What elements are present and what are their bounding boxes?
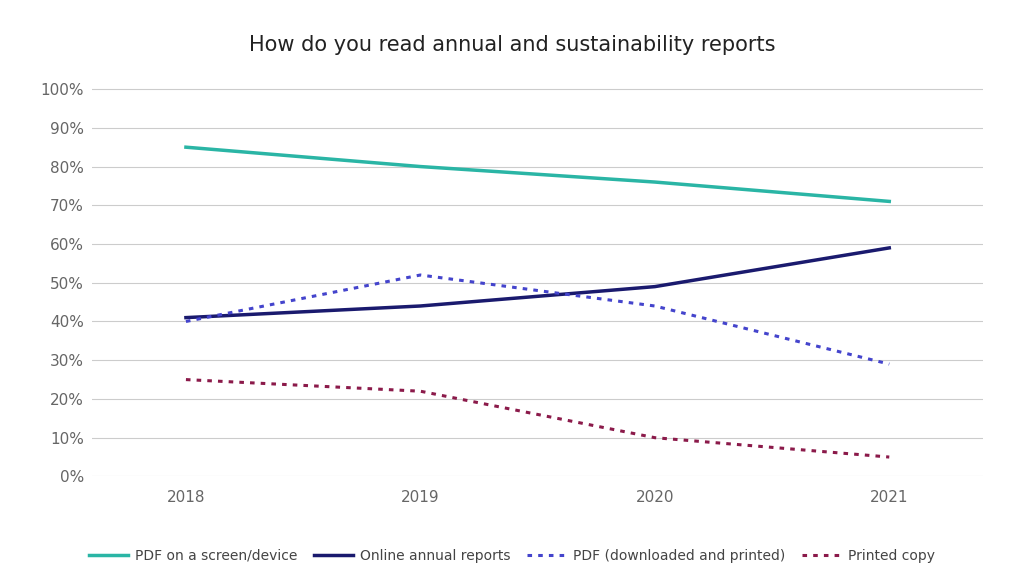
Printed copy	[883, 454, 895, 461]
PDF (downloaded and printed)	[415, 271, 427, 278]
Printed copy	[180, 376, 193, 383]
PDF on a screen/device	[883, 198, 895, 205]
PDF on a screen/device	[648, 178, 660, 185]
Printed copy	[415, 388, 427, 394]
Line: Printed copy: Printed copy	[186, 379, 889, 457]
Online annual reports	[180, 314, 193, 321]
Line: Online annual reports: Online annual reports	[186, 248, 889, 318]
Printed copy	[648, 434, 660, 441]
Online annual reports	[648, 283, 660, 290]
PDF (downloaded and printed)	[883, 361, 895, 368]
Text: How do you read annual and sustainability reports: How do you read annual and sustainabilit…	[249, 35, 775, 55]
Line: PDF (downloaded and printed): PDF (downloaded and printed)	[186, 275, 889, 364]
PDF (downloaded and printed)	[180, 318, 193, 325]
PDF (downloaded and printed)	[648, 303, 660, 310]
Online annual reports	[415, 303, 427, 310]
Legend: PDF on a screen/device, Online annual reports, PDF (downloaded and printed), Pri: PDF on a screen/device, Online annual re…	[84, 543, 940, 568]
PDF on a screen/device	[180, 144, 193, 150]
Line: PDF on a screen/device: PDF on a screen/device	[186, 147, 889, 202]
PDF on a screen/device	[415, 163, 427, 170]
Online annual reports	[883, 245, 895, 252]
